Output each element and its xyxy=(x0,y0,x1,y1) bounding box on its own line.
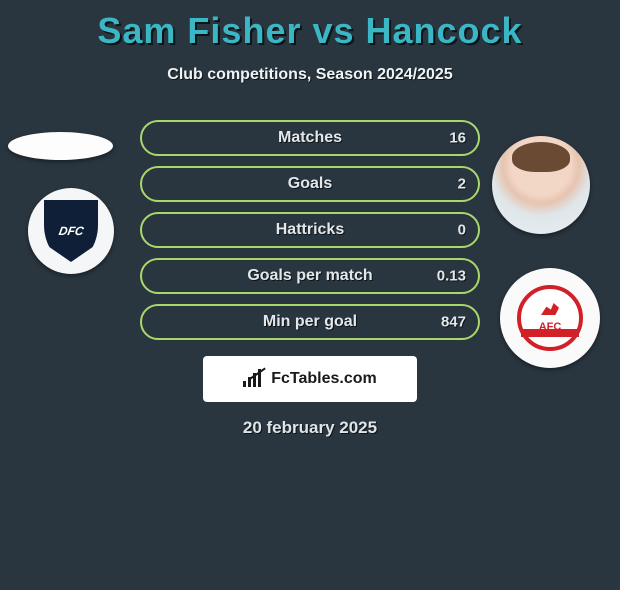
stat-label: Matches xyxy=(278,129,342,147)
stat-pill-goals: Goals 2 xyxy=(140,166,480,202)
stat-row: Min per goal 847 xyxy=(0,304,620,340)
fctables-attribution: FcTables.com xyxy=(203,356,417,402)
stat-pill-goals-per-match: Goals per match 0.13 xyxy=(140,258,480,294)
bar-chart-icon xyxy=(243,369,265,389)
stat-row: Goals 2 xyxy=(0,166,620,202)
stats-area: Matches 16 Goals 2 Hattricks 0 Goals per… xyxy=(0,120,620,350)
stat-label: Min per goal xyxy=(263,313,357,331)
page-title: Sam Fisher vs Hancock xyxy=(0,10,620,52)
fctables-label: FcTables.com xyxy=(271,370,377,388)
stat-value-right: 16 xyxy=(449,130,466,147)
stat-label: Hattricks xyxy=(276,221,344,239)
stat-pill-hattricks: Hattricks 0 xyxy=(140,212,480,248)
stat-row: Hattricks 0 xyxy=(0,212,620,248)
stat-value-right: 0 xyxy=(458,222,466,239)
stat-row: Matches 16 xyxy=(0,120,620,156)
stat-value-right: 847 xyxy=(441,314,466,331)
stat-pill-matches: Matches 16 xyxy=(140,120,480,156)
stat-value-right: 0.13 xyxy=(437,268,466,285)
stat-label: Goals per match xyxy=(247,267,372,285)
stat-value-right: 2 xyxy=(458,176,466,193)
stat-label: Goals xyxy=(288,175,332,193)
stat-row: Goals per match 0.13 xyxy=(0,258,620,294)
stat-pill-min-per-goal: Min per goal 847 xyxy=(140,304,480,340)
subtitle: Club competitions, Season 2024/2025 xyxy=(0,66,620,84)
date-label: 20 february 2025 xyxy=(0,418,620,438)
